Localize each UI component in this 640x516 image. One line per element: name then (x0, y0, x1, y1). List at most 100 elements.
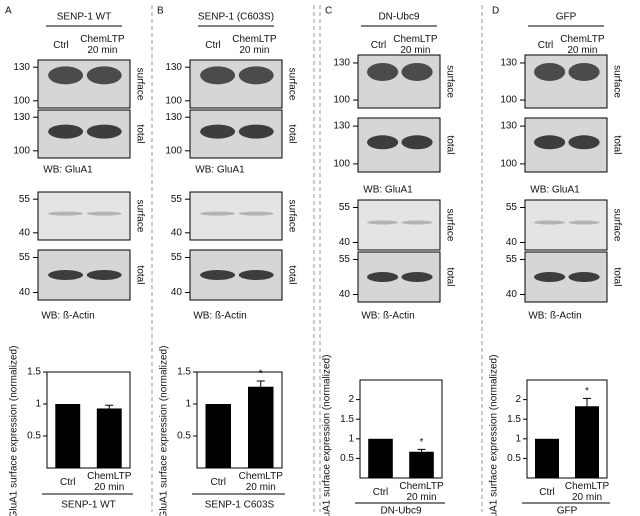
row-label: total (286, 125, 297, 144)
blot-band (401, 62, 433, 81)
blot-band (238, 66, 274, 85)
row-label: surface (611, 209, 622, 242)
marker-label: 100 (13, 95, 30, 106)
blot-band (367, 220, 399, 225)
blot-band (568, 62, 600, 81)
significance: * (420, 437, 424, 448)
marker-label: 100 (13, 145, 30, 156)
y-tick-label: 1.5 (27, 367, 41, 378)
marker-label: 130 (165, 62, 182, 73)
marker-label: 55 (506, 202, 518, 213)
row-label: total (134, 266, 145, 285)
blot-caption: WB: GluA1 (195, 165, 245, 176)
blot-band (200, 66, 236, 85)
significance: * (585, 386, 589, 397)
blot-band (200, 124, 236, 139)
panel-letter: A (5, 6, 12, 17)
y-axis-label: GluA1 surface expression (normalized) (159, 346, 170, 516)
marker-label: 55 (19, 194, 31, 205)
blot-caption: WB: ß-Actin (528, 311, 581, 322)
y-tick-label: 1.5 (340, 414, 354, 425)
row-label: surface (286, 68, 297, 101)
row-label: total (444, 136, 455, 155)
row-label: total (134, 125, 145, 144)
blot-band (48, 66, 84, 85)
lane-label: ChemLTP 20 min (232, 34, 277, 56)
x-tick-label: ChemLTP 20 min (564, 481, 610, 503)
bar (205, 404, 231, 468)
marker-label: 55 (171, 194, 183, 205)
marker-label: 130 (13, 62, 30, 73)
x-tick-label: ChemLTP 20 min (87, 471, 132, 493)
lane-label: Ctrl (53, 40, 69, 51)
x-axis-label: SENP-1 C603S (205, 500, 275, 511)
x-tick-label: ChemLTP 20 min (238, 471, 283, 493)
panel-title: SENP-1 WT (57, 12, 111, 23)
panel-title: GFP (556, 12, 577, 23)
lane-label: ChemLTP 20 min (560, 34, 605, 56)
bar (55, 404, 81, 468)
blot-band (401, 135, 433, 150)
y-axis-label: GluA1 surface expression (normalized) (489, 355, 500, 516)
blot-band (86, 66, 122, 85)
bar (96, 408, 122, 468)
marker-label: 100 (165, 145, 182, 156)
marker-label: 100 (165, 95, 182, 106)
blot-band (534, 272, 566, 282)
marker-label: 40 (19, 287, 31, 298)
blot (189, 191, 283, 241)
lane-label: Ctrl (537, 40, 554, 51)
blot (37, 59, 131, 109)
blot-band (200, 270, 236, 280)
blot (357, 54, 441, 109)
blot-caption: WB: GluA1 (363, 185, 413, 196)
blot-band (367, 135, 399, 150)
marker-label: 130 (165, 112, 182, 123)
marker-label: 55 (339, 202, 351, 213)
y-tick-label: 1 (515, 433, 521, 444)
marker-label: 130 (500, 121, 517, 132)
marker-label: 130 (333, 58, 350, 69)
marker-label: 55 (506, 254, 518, 265)
panel-letter: B (157, 6, 164, 17)
marker-label: 40 (19, 227, 31, 238)
bar (409, 451, 434, 478)
lane-label: ChemLTP 20 min (80, 34, 125, 56)
lane-label: Ctrl (205, 40, 221, 51)
row-label: surface (134, 68, 145, 101)
y-tick-label: 1 (348, 433, 354, 444)
blot-caption: WB: ß-Actin (193, 311, 246, 322)
y-axis-label: GluA1 surface expression (normalized) (9, 346, 20, 516)
marker-label: 40 (171, 287, 183, 298)
row-label: total (611, 268, 622, 287)
y-tick-label: 2 (348, 394, 354, 405)
row-label: surface (444, 209, 455, 242)
blot-band (367, 62, 399, 81)
blot-band (238, 270, 274, 280)
marker-label: 100 (333, 95, 350, 106)
bar (248, 386, 274, 468)
marker-label: 40 (506, 237, 518, 248)
marker-label: 130 (333, 121, 350, 132)
x-tick-label: ChemLTP 20 min (399, 481, 444, 503)
x-axis-label: GFP (557, 506, 578, 516)
panel-letter: D (492, 6, 499, 17)
row-label: surface (134, 200, 145, 233)
significance: * (259, 369, 263, 380)
bar (575, 406, 599, 478)
row-label: total (444, 268, 455, 287)
marker-label: 55 (19, 252, 31, 263)
blot-band (367, 272, 399, 282)
error-bar (417, 448, 426, 452)
lane-label: Ctrl (370, 40, 387, 51)
plot-frame (46, 371, 131, 469)
x-tick-label: Ctrl (210, 477, 227, 488)
error-bar (105, 404, 114, 409)
blot-band (200, 211, 236, 216)
blot-caption: WB: GluA1 (43, 165, 93, 176)
x-tick-label: Ctrl (372, 487, 389, 498)
marker-label: 55 (339, 254, 351, 265)
x-tick-label: Ctrl (539, 487, 555, 498)
row-label: surface (611, 65, 622, 98)
